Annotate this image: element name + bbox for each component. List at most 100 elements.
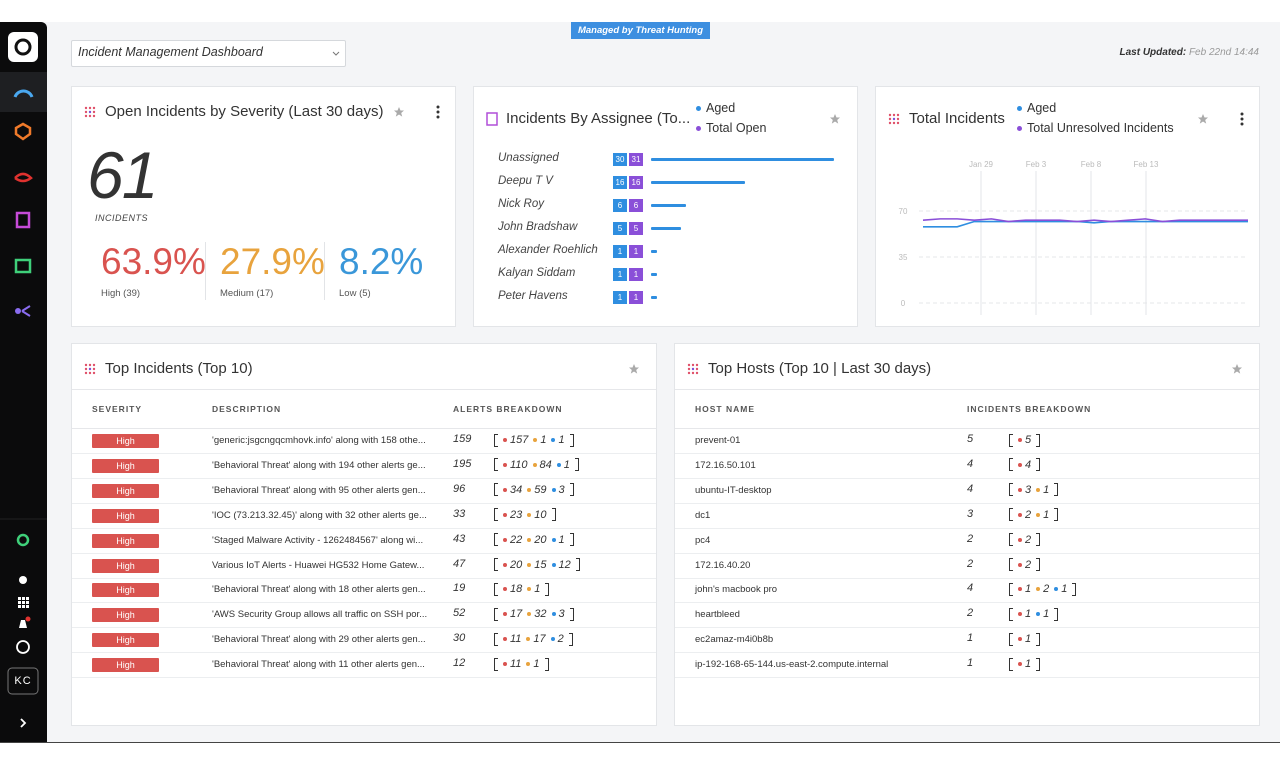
breakdown: 5 bbox=[1009, 433, 1041, 447]
top-incidents-card: Top Incidents (Top 10) SEVERITY DESCRIPTI… bbox=[71, 343, 657, 726]
description: 'Behavioral Threat' along with 194 other… bbox=[212, 459, 426, 471]
breakdown-dot bbox=[551, 537, 556, 542]
breakdown-count: 2 bbox=[557, 633, 564, 646]
title-icon bbox=[88, 367, 92, 371]
alert-total: 195 bbox=[453, 457, 472, 470]
breakdown-dot bbox=[503, 462, 507, 467]
card-title: Total Incidents bbox=[909, 110, 1005, 127]
breakdown-dot bbox=[1036, 612, 1041, 617]
breakdown-dot bbox=[1018, 487, 1022, 492]
description: Various IoT Alerts - Huawei HG532 Home G… bbox=[212, 559, 425, 571]
separator bbox=[324, 242, 325, 300]
breakdown-item: 11 bbox=[503, 633, 521, 645]
aged-badge: 30 bbox=[613, 153, 627, 166]
card-title: Top Hosts (Top 10 | Last 30 days) bbox=[708, 360, 932, 377]
breakdown-item: 3 bbox=[551, 483, 565, 496]
open-badge: 31 bbox=[629, 153, 643, 166]
breakdown-item: 2 bbox=[1018, 534, 1031, 546]
host-total: 1 bbox=[967, 657, 974, 670]
title-icon bbox=[486, 112, 498, 126]
row-divider bbox=[675, 652, 1259, 654]
kebab-icon bbox=[436, 110, 440, 114]
column-header: SEVERITY bbox=[92, 404, 143, 414]
breakdown-count: 12 bbox=[558, 558, 571, 571]
breakdown-count: 1 bbox=[558, 533, 565, 546]
assignee-bar bbox=[651, 181, 746, 184]
assignee-name: John Bradshaw bbox=[498, 221, 578, 233]
severity-badge: High bbox=[92, 458, 159, 473]
severity-label: Medium (17) bbox=[220, 288, 274, 299]
alert-total: 30 bbox=[453, 632, 466, 645]
legend-label: Aged bbox=[1027, 101, 1057, 115]
legend-item: Aged bbox=[1017, 101, 1056, 115]
description: 'AWS Security Group allows all traffic o… bbox=[212, 609, 428, 621]
bracket-close bbox=[545, 582, 550, 596]
x-tick-label: Feb 3 bbox=[1026, 160, 1047, 169]
breakdown-count: 2 bbox=[1043, 583, 1050, 596]
bracket-close bbox=[1054, 508, 1059, 522]
breakdown-item: 5 bbox=[1018, 434, 1031, 446]
breakdown: 23 10 bbox=[494, 508, 556, 522]
row-divider bbox=[675, 502, 1259, 504]
row-divider bbox=[675, 527, 1259, 529]
breakdown-count: 11 bbox=[510, 633, 522, 646]
star-icon[interactable] bbox=[394, 107, 404, 117]
star-icon[interactable] bbox=[1232, 364, 1242, 374]
severity-label: High (39) bbox=[101, 288, 141, 299]
title-icon bbox=[84, 367, 88, 371]
bracket-open bbox=[494, 582, 498, 596]
bracket-open bbox=[1009, 607, 1013, 621]
row-divider bbox=[675, 477, 1259, 479]
open-badge: 5 bbox=[629, 222, 643, 235]
description: 'Behavioral Threat' along with 11 other … bbox=[212, 659, 425, 671]
breakdown-count: 32 bbox=[534, 608, 547, 621]
host-total: 2 bbox=[967, 557, 974, 570]
severity-badge: High bbox=[92, 483, 159, 498]
severity-badge: High bbox=[92, 608, 159, 623]
breakdown-dot bbox=[1018, 587, 1022, 592]
breakdown-item: 3 bbox=[1018, 484, 1031, 496]
bracket-close bbox=[551, 508, 556, 522]
managed-badge: Managed by Threat Hunting bbox=[571, 22, 710, 39]
bracket-close bbox=[1036, 458, 1041, 472]
breakdown: 2 bbox=[1009, 533, 1041, 547]
y-tick-label: 35 bbox=[899, 253, 908, 262]
alert-total: 12 bbox=[453, 657, 466, 670]
top-hosts-card: Top Hosts (Top 10 | Last 30 days) HOST N… bbox=[674, 343, 1260, 726]
row-divider bbox=[72, 502, 656, 504]
sidebar: KC bbox=[0, 22, 47, 742]
severity-percent: 8.2% bbox=[339, 241, 424, 282]
alert-total: 47 bbox=[453, 557, 466, 570]
breakdown-count: 1 bbox=[534, 583, 541, 596]
title-icon bbox=[92, 367, 96, 371]
bracket-open bbox=[494, 483, 498, 497]
bracket-open bbox=[1009, 483, 1013, 497]
star-icon[interactable] bbox=[830, 114, 840, 124]
open-badge: 1 bbox=[629, 291, 643, 304]
bottom-border bbox=[0, 742, 1280, 743]
breakdown-count: 22 bbox=[510, 533, 523, 546]
dashboard-select[interactable]: Incident Management Dashboard bbox=[71, 40, 346, 67]
legend-dot bbox=[696, 106, 701, 112]
breakdown-count: 1 bbox=[1025, 608, 1032, 621]
bracket-close bbox=[568, 632, 573, 646]
assignee-bar bbox=[651, 227, 681, 230]
title-icon bbox=[695, 363, 699, 367]
divider bbox=[72, 428, 656, 429]
breakdown: 34 59 3 bbox=[494, 483, 574, 497]
bracket-close bbox=[544, 657, 549, 671]
breakdown-count: 3 bbox=[558, 483, 565, 496]
breakdown-dot bbox=[527, 612, 532, 617]
breakdown-dot bbox=[1018, 562, 1022, 567]
bracket-open bbox=[494, 433, 498, 447]
breakdown-count: 2 bbox=[1025, 533, 1032, 546]
breakdown-item: 18 bbox=[503, 583, 522, 595]
assignee-bar bbox=[651, 204, 687, 207]
star-icon[interactable] bbox=[629, 364, 639, 374]
breakdown-dot bbox=[503, 612, 507, 617]
breakdown-item: 22 bbox=[503, 534, 522, 546]
aged-badge: 16 bbox=[613, 176, 627, 189]
breakdown-item: 1 bbox=[1018, 608, 1031, 620]
description: 'Behavioral Threat' along with 18 other … bbox=[212, 584, 426, 596]
user-initials[interactable]: KC bbox=[14, 675, 32, 687]
